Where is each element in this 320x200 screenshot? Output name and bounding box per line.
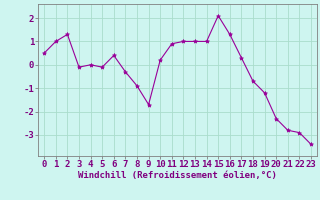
X-axis label: Windchill (Refroidissement éolien,°C): Windchill (Refroidissement éolien,°C): [78, 171, 277, 180]
